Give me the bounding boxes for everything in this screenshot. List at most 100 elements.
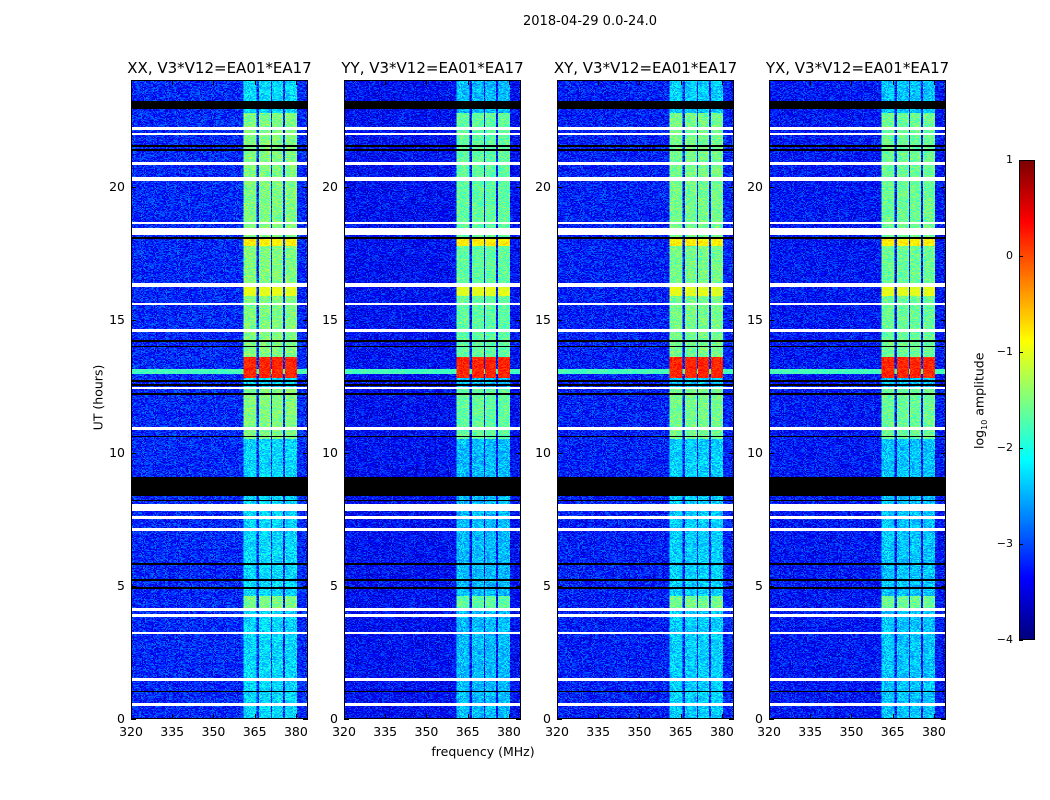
y-tick-label: 20 (747, 178, 763, 194)
x-tick-label: 380 (709, 724, 734, 739)
x-tick-mark-top (810, 80, 812, 85)
spectrogram-image (770, 81, 945, 718)
y-tick-mark-right (941, 186, 946, 188)
y-tick-mark (557, 585, 562, 587)
y-tick-mark (557, 452, 562, 454)
x-tick-mark-top (213, 80, 215, 85)
y-tick-label: 0 (330, 711, 338, 726)
y-tick-mark (344, 186, 349, 188)
x-tick-mark-top (721, 80, 723, 85)
y-tick-mark (344, 585, 349, 587)
colorbar-tick-label: −4 (996, 633, 1013, 646)
x-tick-mark (680, 714, 682, 719)
x-tick-mark-top (172, 80, 174, 85)
x-tick-label: 320 (757, 724, 781, 739)
x-tick-mark (892, 714, 894, 719)
y-tick-label: 10 (322, 444, 338, 460)
y-tick-label: 5 (543, 577, 551, 593)
panel-title: XX, V3*V12=EA01*EA17 (127, 59, 312, 77)
y-tick-mark (769, 585, 774, 587)
x-tick-label: 320 (545, 724, 569, 739)
x-tick-mark (810, 714, 812, 719)
figure-title: 2018-04-29 0.0-24.0 (523, 14, 657, 29)
x-tick-mark (598, 714, 600, 719)
y-tick-mark-right (941, 719, 946, 720)
y-tick-mark (769, 319, 774, 321)
y-tick-mark (769, 186, 774, 188)
y-tick-mark-right (729, 452, 734, 454)
y-tick-mark (557, 319, 562, 321)
y-tick-label: 15 (322, 311, 338, 327)
colorbar (1019, 160, 1035, 640)
y-tick-label: 10 (747, 444, 763, 460)
y-tick-mark (131, 719, 136, 720)
x-tick-mark (131, 714, 132, 719)
y-tick-mark-right (729, 585, 734, 587)
x-tick-mark (508, 714, 510, 719)
x-tick-mark-top (131, 80, 132, 85)
x-tick-label: 350 (201, 724, 226, 739)
x-tick-label: 365 (880, 724, 905, 739)
x-tick-mark (851, 714, 853, 719)
x-tick-mark-top (769, 80, 770, 85)
x-tick-label: 350 (414, 724, 439, 739)
y-tick-mark-right (729, 319, 734, 321)
y-tick-mark (131, 585, 136, 587)
x-tick-mark-top (598, 80, 600, 85)
y-tick-mark-right (516, 319, 521, 321)
y-tick-label: 10 (109, 444, 125, 460)
y-tick-mark (344, 319, 349, 321)
x-tick-mark (933, 714, 935, 719)
x-tick-label: 365 (668, 724, 693, 739)
y-tick-mark (131, 186, 136, 188)
x-tick-mark-top (680, 80, 682, 85)
y-tick-mark (344, 719, 349, 720)
y-tick-label: 15 (109, 311, 125, 327)
y-tick-mark (557, 719, 562, 720)
y-tick-label: 5 (330, 577, 338, 593)
colorbar-tick-label: −3 (996, 537, 1013, 550)
x-tick-mark-top (933, 80, 935, 85)
y-tick-mark-right (303, 585, 308, 587)
y-tick-mark-right (303, 319, 308, 321)
y-tick-mark-right (303, 719, 308, 720)
spectrogram-image (558, 81, 733, 718)
x-tick-mark (254, 714, 256, 719)
colorbar-tick-mark (1019, 640, 1023, 641)
x-tick-label: 320 (332, 724, 356, 739)
x-tick-label: 335 (373, 724, 398, 739)
x-tick-mark (426, 714, 428, 719)
y-tick-mark (769, 719, 774, 720)
y-tick-label: 5 (755, 577, 763, 593)
y-tick-mark-right (303, 186, 308, 188)
x-tick-label: 365 (242, 724, 267, 739)
x-tick-mark (639, 714, 641, 719)
x-tick-mark-top (254, 80, 256, 85)
spectrogram-image (345, 81, 520, 718)
y-tick-label: 0 (543, 711, 551, 726)
colorbar-tick-label: 1 (1006, 153, 1013, 166)
x-tick-mark (467, 714, 469, 719)
y-tick-label: 15 (535, 311, 551, 327)
y-tick-mark-right (516, 719, 521, 720)
panel-title: XY, V3*V12=EA01*EA17 (553, 59, 738, 77)
y-tick-mark (131, 452, 136, 454)
x-tick-label: 335 (160, 724, 185, 739)
x-tick-label: 335 (798, 724, 823, 739)
x-tick-mark (769, 714, 770, 719)
x-tick-mark-top (385, 80, 387, 85)
spectrogram-panel (769, 80, 946, 719)
x-tick-label: 350 (839, 724, 864, 739)
x-tick-mark-top (467, 80, 469, 85)
colorbar-tick-label: −2 (996, 441, 1013, 454)
y-tick-label: 20 (535, 178, 551, 194)
colorbar-tick-mark (1019, 160, 1023, 161)
x-tick-label: 335 (586, 724, 611, 739)
x-tick-mark-top (639, 80, 641, 85)
spectrogram-panel (131, 80, 308, 719)
x-tick-label: 365 (455, 724, 480, 739)
x-tick-label: 350 (627, 724, 652, 739)
y-tick-mark-right (729, 719, 734, 720)
x-tick-mark-top (426, 80, 428, 85)
colorbar-tick-label: 0 (1006, 249, 1013, 262)
